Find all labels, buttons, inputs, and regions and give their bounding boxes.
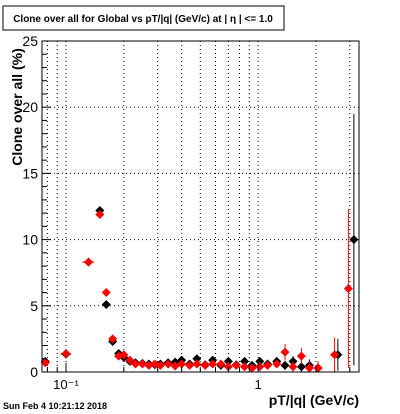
marker-diamond	[304, 363, 314, 373]
data-point	[200, 360, 210, 370]
marker-diamond	[144, 360, 154, 370]
y-tick-label: 5	[30, 298, 38, 314]
marker-diamond	[231, 360, 241, 370]
marker-diamond	[288, 362, 298, 372]
series-1	[40, 209, 353, 373]
data-point	[170, 361, 180, 371]
data-point	[125, 355, 135, 365]
data-point	[95, 209, 105, 219]
marker-diamond	[119, 350, 129, 360]
marker-diamond	[177, 359, 187, 369]
chart-title: Clone over all for Global vs pT/|q| (GeV…	[13, 14, 273, 25]
marker-diamond	[280, 360, 290, 370]
marker-diamond	[200, 360, 210, 370]
marker-diamond	[272, 359, 282, 369]
data-series	[40, 113, 359, 373]
y-tick-label: 10	[22, 232, 38, 248]
data-point	[192, 359, 202, 369]
data-point	[101, 299, 111, 309]
data-point	[280, 360, 290, 371]
data-point	[60, 348, 71, 358]
data-point	[185, 360, 195, 370]
data-point	[280, 344, 290, 361]
marker-diamond	[240, 356, 250, 366]
marker-diamond	[223, 356, 233, 366]
marker-diamond	[101, 299, 111, 309]
marker-diamond	[163, 359, 173, 369]
marker-diamond	[192, 359, 202, 369]
marker-diamond	[108, 334, 118, 344]
title-box	[2, 5, 285, 31]
marker-diamond	[208, 359, 218, 369]
data-point	[144, 360, 154, 370]
timestamp-footer: Sun Feb 4 10:21:12 2018	[3, 401, 107, 411]
y-tick-label: 25	[22, 33, 38, 49]
x-tick-label: 10⁻¹	[53, 377, 79, 392]
y-tick-label: 15	[22, 165, 38, 181]
marker-diamond	[296, 351, 306, 361]
marker-diamond	[95, 209, 105, 219]
data-point	[255, 362, 265, 372]
marker-diamond	[280, 347, 290, 357]
data-point	[82, 257, 95, 267]
marker-diamond	[61, 348, 71, 358]
data-point	[216, 359, 226, 369]
marker-diamond	[296, 362, 306, 372]
x-tick-label: 1	[255, 377, 262, 392]
marker-diamond	[240, 362, 250, 372]
marker-diamond	[40, 358, 50, 368]
data-point	[208, 359, 218, 369]
marker-diamond	[84, 257, 94, 267]
marker-diamond	[343, 284, 353, 294]
data-point	[108, 334, 118, 344]
data-point	[255, 356, 265, 366]
x-axis-label: pT/|q| (GeV/c)	[269, 392, 359, 408]
marker-diamond	[170, 361, 180, 371]
data-point	[304, 362, 314, 373]
data-point	[330, 337, 340, 372]
data-point	[343, 209, 353, 369]
marker-diamond	[255, 362, 265, 372]
data-point	[177, 359, 187, 369]
y-axis-label: Clone over all (%)	[9, 48, 25, 165]
data-point	[231, 360, 241, 370]
marker-diamond	[192, 354, 202, 364]
data-point	[101, 288, 111, 298]
data-point	[349, 113, 359, 366]
marker-diamond	[223, 362, 233, 372]
marker-diamond	[255, 356, 265, 366]
data-point	[137, 359, 147, 369]
data-point	[296, 348, 306, 365]
y-tick-label: 20	[22, 99, 38, 115]
data-point	[163, 359, 173, 369]
marker-diamond	[263, 360, 273, 370]
data-point	[40, 358, 50, 368]
marker-diamond	[185, 360, 195, 370]
marker-diamond	[130, 359, 140, 369]
marker-diamond	[216, 359, 226, 369]
marker-diamond	[330, 350, 340, 360]
marker-diamond	[349, 235, 359, 245]
marker-diamond	[137, 359, 147, 369]
data-point	[272, 359, 282, 369]
data-point	[263, 360, 273, 370]
data-point	[288, 361, 298, 372]
y-tick-label: 0	[30, 364, 38, 380]
data-point	[240, 362, 250, 372]
data-point	[130, 359, 140, 369]
marker-diamond	[101, 288, 111, 298]
data-point	[119, 350, 129, 360]
marker-diamond	[125, 355, 135, 365]
